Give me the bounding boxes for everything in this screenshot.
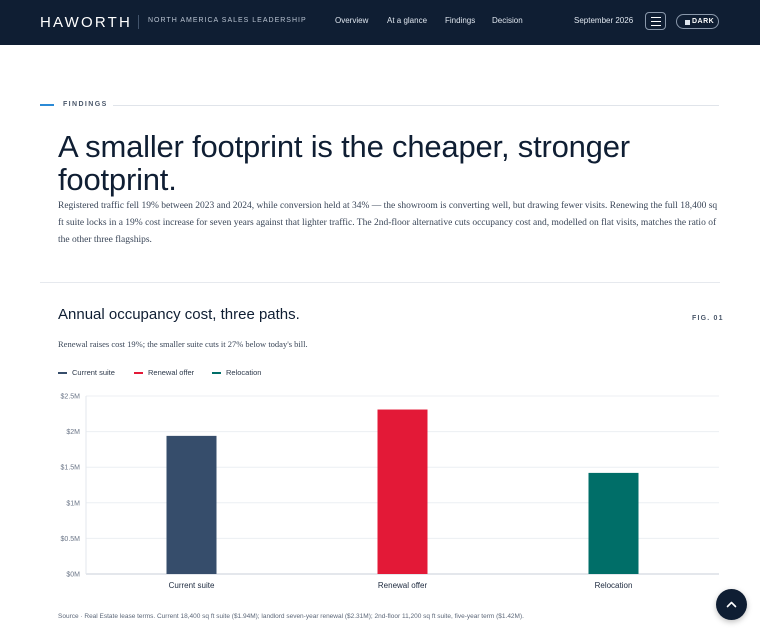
legend-swatch (58, 372, 67, 374)
figure-subtitle: Renewal raises cost 19%; the smaller sui… (58, 339, 308, 349)
nav-link-overview[interactable]: Overview (335, 16, 369, 25)
figure-number: FIG. 01 (692, 315, 724, 322)
kicker-accent-line (40, 104, 54, 106)
page-title: A smaller footprint is the cheaper, stro… (58, 129, 630, 197)
brand-logo[interactable]: HAWORTH (40, 14, 133, 31)
nav-link-at-a-glance[interactable]: At a glance (387, 16, 428, 25)
y-tick-label: $1M (66, 500, 80, 507)
y-tick-label: $2.5M (61, 394, 81, 401)
bar-current-suite (166, 435, 217, 574)
figure-title: Annual occupancy cost, three paths. (58, 306, 300, 323)
findings-lede: Registered traffic fell 19% between 2023… (58, 201, 718, 245)
nav-link-findings[interactable]: Findings (445, 16, 476, 25)
y-tick-label: $2M (66, 429, 80, 436)
hamburger-icon (651, 17, 661, 19)
y-tick-label: $1.5M (61, 465, 81, 472)
hamburger-icon-line (651, 25, 661, 27)
chevron-up-icon (726, 601, 737, 608)
report-date: September 2026 (574, 16, 634, 25)
logo-divider (138, 15, 139, 29)
dark-mode-label: DARK (692, 18, 715, 25)
dark-mode-toggle[interactable]: DARK (676, 14, 719, 29)
hamburger-icon-line (651, 21, 661, 23)
menu-button[interactable] (645, 12, 666, 30)
section-kicker: FINDINGS (63, 101, 108, 108)
back-to-top-button[interactable] (716, 589, 747, 620)
moon-square-icon (685, 19, 690, 25)
bar-relocation (588, 472, 639, 574)
x-category-label: Current suite (169, 581, 215, 590)
occupancy-cost-bar-chart: $0M $0.5M $1M $1.5M $2M $2.5M Current suite Ren… (61, 394, 719, 590)
y-tick-label: $0M (66, 572, 80, 579)
kicker-rule (113, 105, 719, 106)
x-category-label: Renewal offer (378, 581, 428, 590)
figure-source-note: Source · Real Estate lease terms. Curren… (58, 613, 524, 620)
top-navigation-bar: HAWORTH NORTH AMERICA SALES LEADERSHIP O… (0, 0, 760, 45)
legend-label: Renewal offer (148, 368, 195, 377)
legend-swatch (134, 372, 143, 374)
x-category-label: Relocation (595, 581, 633, 590)
y-tick-label: $0.5M (61, 536, 81, 543)
site-subtitle: NORTH AMERICA SALES LEADERSHIP (148, 17, 307, 24)
bar-renewal-offer (377, 409, 428, 574)
legend-swatch (212, 372, 221, 374)
legend-label: Relocation (226, 368, 262, 377)
section-divider (40, 282, 720, 283)
legend-label: Current suite (72, 368, 115, 377)
nav-link-decision[interactable]: Decision (492, 16, 523, 25)
